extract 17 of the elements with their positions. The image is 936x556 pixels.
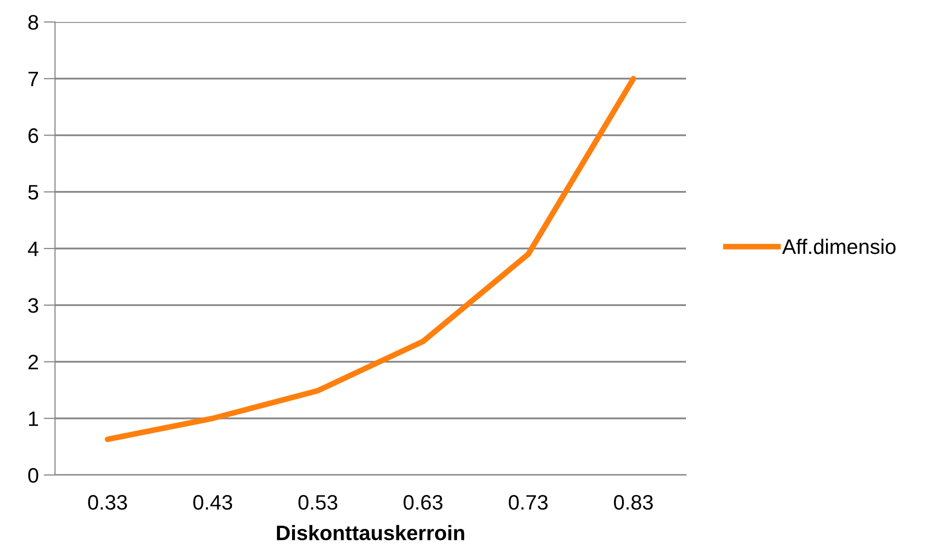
y-tick-label: 2 (28, 354, 38, 370)
x-tick-label: 0.33 (88, 494, 127, 510)
y-tick-label: 1 (29, 412, 38, 426)
y-tick-label: 4 (28, 242, 38, 256)
y-tick-label: 3 (28, 298, 38, 313)
y-tick-label: 8 (28, 15, 38, 30)
y-tick-label: 6 (28, 128, 38, 144)
y-tick-label: 5 (28, 185, 38, 200)
y-tick-label: 0 (28, 468, 38, 483)
y-tick-label: 7 (28, 72, 38, 86)
x-tick-label: 0.73 (508, 494, 548, 510)
x-axis-title: Diskonttauskerroin (276, 524, 464, 540)
x-tick-label: 0.83 (614, 494, 653, 510)
x-tick-label: 0.53 (298, 494, 338, 510)
x-tick-label: 0.43 (193, 494, 232, 510)
x-tick-label: 0.63 (404, 494, 442, 510)
legend-label: Aff.dimensio (782, 238, 896, 254)
